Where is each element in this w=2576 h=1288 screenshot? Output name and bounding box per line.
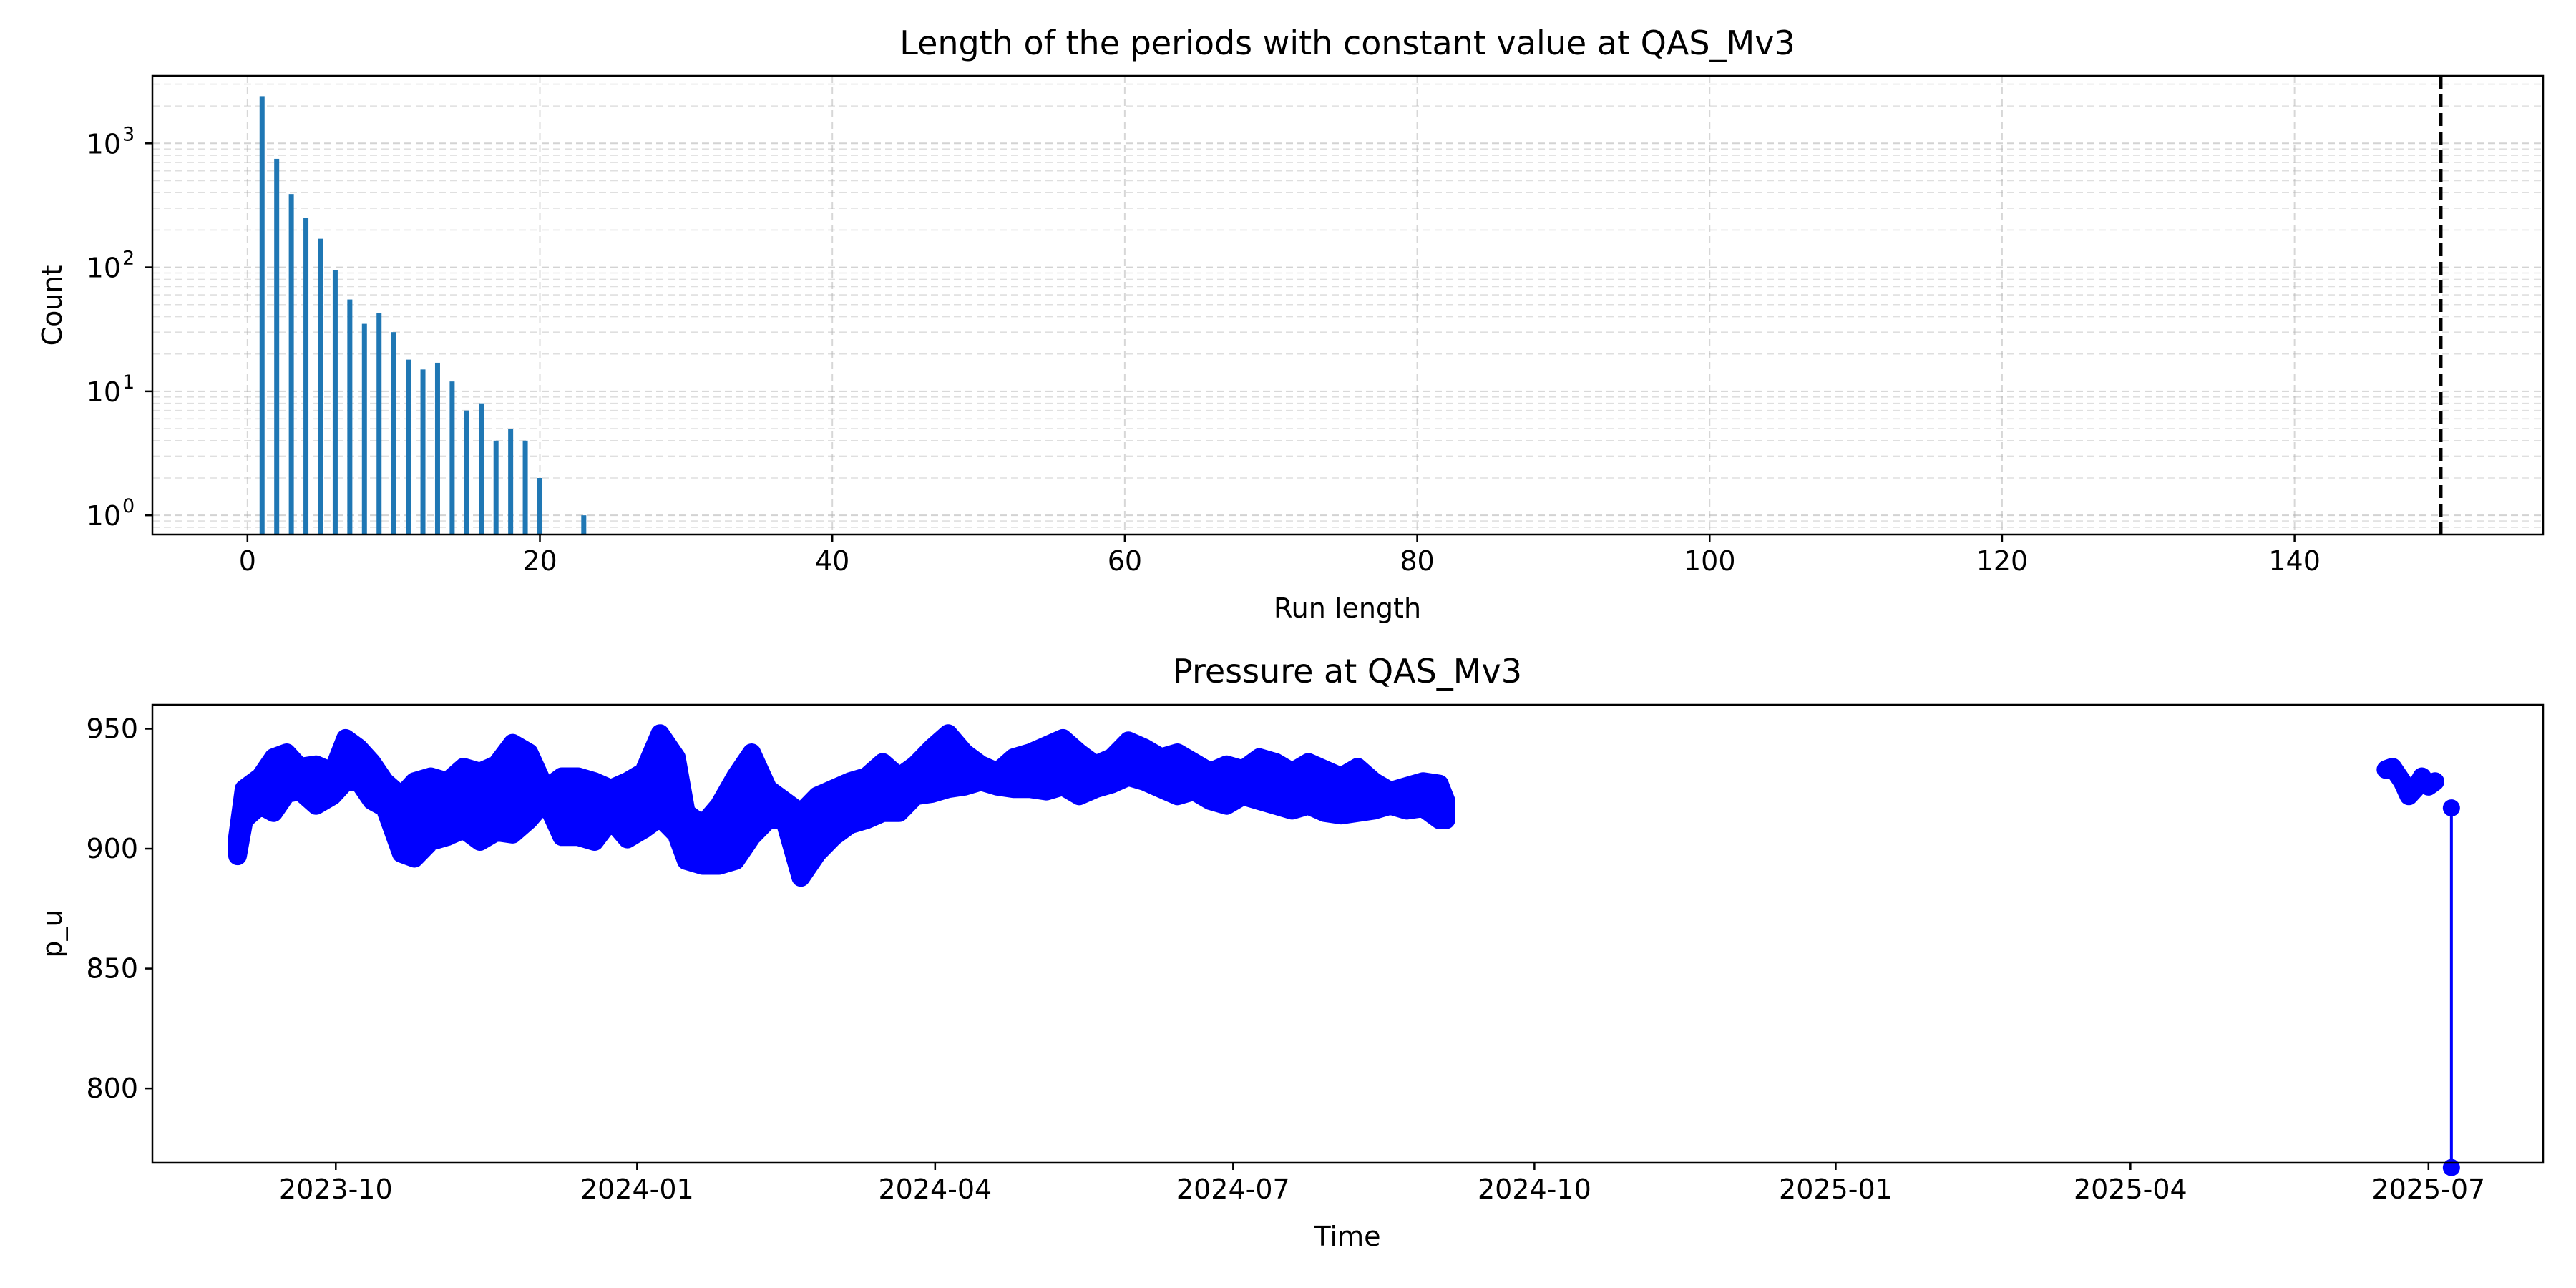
y-tick-exponent: 1 <box>122 371 135 394</box>
y-tick-exponent: 0 <box>122 495 135 517</box>
histogram-bar <box>347 299 353 535</box>
timeseries-plot-frame <box>151 703 2545 1164</box>
y-tick-label: 10 <box>87 376 121 408</box>
histogram-bar <box>493 440 499 535</box>
histogram-chart: Length of the periods with constant valu… <box>36 24 2545 624</box>
x-tick-label: 2024-10 <box>1478 1174 1591 1205</box>
x-tick-label: 2024-07 <box>1176 1174 1290 1205</box>
x-tick-label: 2025-01 <box>1779 1174 1893 1205</box>
x-tick-label: 100 <box>1684 545 1736 577</box>
x-tick-label: 140 <box>2268 545 2321 577</box>
histogram-bars <box>259 96 587 535</box>
timeseries-title: Pressure at QAS_Mv3 <box>1173 652 1522 691</box>
timeseries-y-axis-label: p_u <box>36 909 68 957</box>
histogram-y-axis-label: Count <box>36 265 68 346</box>
timeseries-x-ticks: 2023-10 2024-01 2024-04 2024-07 2024-10 2025-… <box>279 1163 2485 1205</box>
histogram-bar <box>449 381 455 535</box>
y-tick-label: 900 <box>86 833 138 864</box>
timeseries-y-ticks: 800 850 900 950 <box>86 713 152 1104</box>
histogram-bar <box>318 238 323 535</box>
histogram-bar <box>259 96 265 535</box>
histogram-bar <box>406 359 411 535</box>
x-tick-label: 80 <box>1400 545 1434 577</box>
x-tick-label: 60 <box>1108 545 1142 577</box>
timeseries-data <box>228 724 2460 1176</box>
histogram-title: Length of the periods with constant valu… <box>899 24 1795 62</box>
x-tick-label: 2025-07 <box>2371 1174 2485 1205</box>
pressure-late-segment <box>2376 758 2444 806</box>
y-tick-label: 10 <box>87 500 121 532</box>
histogram-bar <box>464 410 469 535</box>
x-tick-label: 2023-10 <box>279 1174 393 1205</box>
x-tick-label: 2025-04 <box>2074 1174 2187 1205</box>
pressure-band <box>228 724 1455 887</box>
histogram-bar <box>376 313 382 535</box>
y-tick-label: 950 <box>86 713 138 745</box>
histogram-bar <box>332 270 338 535</box>
x-tick-label: 2024-04 <box>878 1174 992 1205</box>
histogram-bar <box>537 477 543 535</box>
y-tick-label: 10 <box>87 128 121 160</box>
histogram-bar <box>508 429 514 535</box>
histogram-bar <box>581 515 587 535</box>
x-tick-label: 0 <box>239 545 256 577</box>
histogram-plot-frame <box>151 74 2545 536</box>
histogram-bar <box>434 362 440 535</box>
histogram-bar <box>303 218 309 535</box>
y-tick-exponent: 2 <box>122 248 135 270</box>
histogram-bar <box>288 194 294 535</box>
histogram-bar <box>479 403 484 535</box>
histogram-gridlines <box>152 76 2543 535</box>
timeseries-x-axis-label: Time <box>1314 1221 1381 1252</box>
y-tick-label: 10 <box>87 253 121 284</box>
pressure-point <box>2442 799 2460 817</box>
histogram-bar <box>391 332 396 535</box>
histogram-bar <box>522 440 528 535</box>
x-tick-label: 120 <box>1976 545 2029 577</box>
y-tick-exponent: 3 <box>122 123 135 145</box>
histogram-bar <box>361 323 367 535</box>
histogram-x-ticks: 0 20 40 60 80 100 120 140 <box>239 535 2321 577</box>
timeseries-chart: Pressure at QAS_Mv3 2023-10 2024-01 2024-0… <box>36 652 2545 1252</box>
histogram-x-axis-label: Run length <box>1274 592 1421 624</box>
x-tick-label: 40 <box>815 545 849 577</box>
histogram-bar <box>420 369 426 535</box>
x-tick-label: 2024-01 <box>580 1174 694 1205</box>
y-tick-label: 850 <box>86 953 138 985</box>
y-tick-label: 800 <box>86 1073 138 1104</box>
x-tick-label: 20 <box>522 545 557 577</box>
histogram-bar <box>274 158 280 535</box>
